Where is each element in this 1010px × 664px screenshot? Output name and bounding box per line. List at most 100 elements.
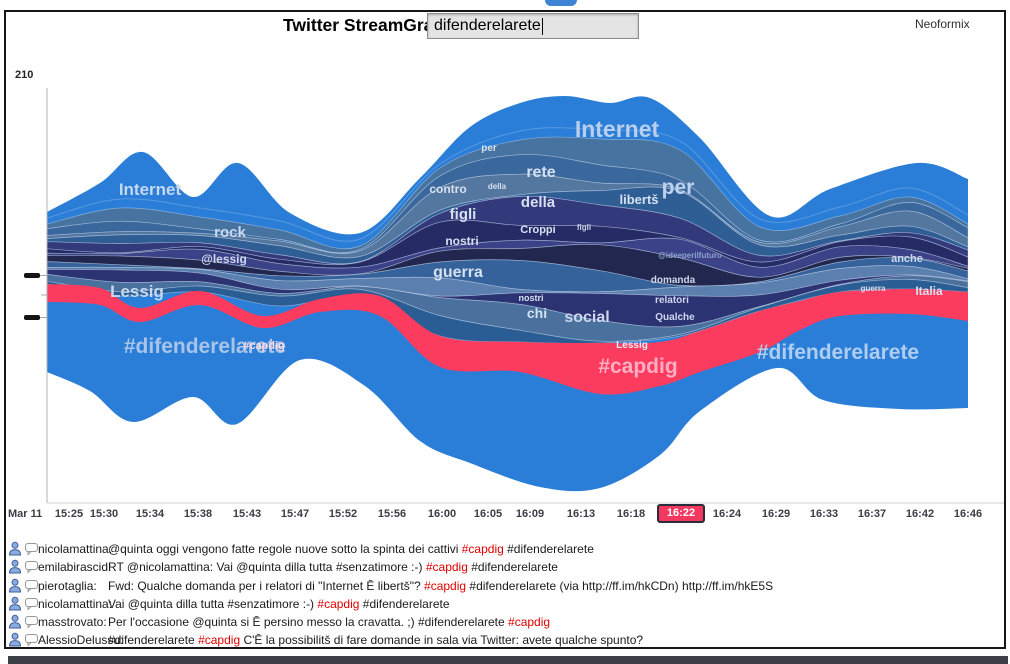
y-axis-marker-line — [40, 275, 47, 276]
x-tick-16:29[interactable]: 16:29 — [761, 508, 791, 520]
tweet-text: #difenderelarete #capdig C'Ē la possibil… — [108, 633, 644, 648]
stream-label: nostri — [518, 293, 543, 303]
y-axis-marker — [24, 273, 40, 278]
tweet-text: Vai @quinta dilla tutta #senzatimore :-)… — [108, 596, 450, 611]
stream-label: relatori — [655, 295, 689, 306]
search-input-value: difenderelarete — [434, 17, 541, 34]
stream-label: Italia — [915, 284, 943, 298]
x-tick-16:37[interactable]: 16:37 — [857, 508, 887, 520]
user-icon — [8, 578, 22, 593]
stream-seam — [46, 127, 969, 242]
hashtag-highlight: #capdig — [317, 596, 360, 611]
hashtag-highlight: #capdig — [424, 578, 467, 593]
x-tick-15:30[interactable]: 15:30 — [89, 508, 119, 520]
x-tick-16:09[interactable]: 16:09 — [515, 508, 545, 520]
hashtag-highlight: #capdig — [425, 560, 468, 575]
tweet-text: @quinta oggi vengono fatte regole nuove … — [108, 542, 594, 556]
tweet-username: AlessioDelussu: — [38, 633, 124, 648]
y-axis-max-label: 210 — [15, 69, 34, 81]
x-tick-16:46[interactable]: 16:46 — [953, 508, 983, 520]
stream-label: guerra — [861, 284, 886, 293]
stream-label: libertš — [619, 192, 658, 207]
tweet-row: AlessioDelussu: #difenderelarete #capdig … — [0, 631, 1004, 649]
tweet-text: Per l'occasione @quinta si Ē persino mes… — [108, 615, 551, 630]
stream-label: domanda — [651, 275, 696, 286]
x-tick-15:34[interactable]: 15:34 — [135, 508, 165, 520]
stream-label: @ideeperilfuturo — [658, 251, 722, 260]
stream-label: Croppi — [520, 224, 555, 236]
stream-label: #capdig — [598, 355, 677, 378]
y-axis-marker — [24, 315, 40, 320]
stream-label: guerra — [433, 264, 483, 281]
tweet-list: nicolamattina: @quinta oggi vengono fatte… — [0, 540, 1004, 650]
hashtag-highlight: #capdig — [461, 542, 504, 556]
y-axis-marker-line — [40, 317, 47, 318]
tweet-row: pierotaglia: Fwd: Qualche domanda per i r… — [0, 577, 1004, 595]
stream-label: #difenderelarete — [757, 341, 919, 364]
speech-bubble-icon — [25, 597, 38, 611]
pink-stream-band — [47, 284, 968, 395]
speech-bubble-icon — [25, 561, 38, 574]
speech-bubble-icon — [25, 616, 38, 629]
brand-label: Neoformix — [915, 17, 970, 31]
x-tick-16:33[interactable]: 16:33 — [809, 508, 839, 520]
x-axis-date-label: Mar 11 — [8, 508, 43, 520]
tweet-row: nicolamattina: Vai @quinta dilla tutta #s… — [0, 595, 1004, 613]
stream-label: Lessig — [616, 340, 648, 351]
x-tick-16:18[interactable]: 16:18 — [616, 508, 646, 520]
stream-label: #difenderelarete — [124, 335, 286, 358]
stream-label: figli — [577, 223, 591, 232]
x-tick-15:43[interactable]: 15:43 — [232, 508, 262, 520]
user-icon — [8, 541, 22, 556]
hashtag-highlight: #capdig — [508, 615, 551, 630]
user-icon — [8, 560, 22, 574]
stream-label: della — [521, 194, 556, 211]
search-input[interactable]: difenderelarete — [427, 13, 639, 39]
speech-bubble-icon — [25, 579, 38, 593]
speech-bubble-icon — [25, 634, 38, 648]
user-icon — [8, 614, 22, 629]
stream-label: rete — [526, 164, 555, 181]
x-tick-16:24[interactable]: 16:24 — [712, 508, 742, 520]
tweet-username: pierotaglia: — [38, 578, 97, 593]
stream-label: Internet — [119, 180, 182, 199]
streamgraph-canvas[interactable]: Internet rock @lessig Lessig #difenderelaret… — [0, 0, 1010, 540]
tweet-text: RT @nicolamattina: Vai @quinta dilla tut… — [108, 560, 558, 575]
x-tick-16:13[interactable]: 16:13 — [566, 508, 596, 520]
x-tick-16:42[interactable]: 16:42 — [905, 508, 935, 520]
x-tick-15:38[interactable]: 15:38 — [183, 508, 213, 520]
hashtag-highlight: #capdig — [198, 633, 241, 648]
x-tick-16:00[interactable]: 16:00 — [427, 508, 457, 520]
tweet-username: emilabirascid: — [38, 560, 112, 575]
tweet-row: masstrovato: Per l'occasione @quinta si Ē… — [0, 613, 1004, 631]
stream-label: della — [488, 182, 507, 191]
tweet-row: nicolamattina: @quinta oggi vengono fatte… — [0, 540, 1004, 558]
stream-label: nostri — [445, 234, 478, 248]
tweet-username: nicolamattina: — [38, 596, 113, 611]
stream-label: Lessig — [110, 282, 164, 301]
stream-label: Qualche — [655, 312, 695, 323]
x-tick-16:05[interactable]: 16:05 — [473, 508, 503, 520]
x-tick-15:25[interactable]: 15:25 — [54, 508, 84, 520]
user-icon — [8, 633, 22, 647]
x-tick-15:47[interactable]: 15:47 — [280, 508, 310, 520]
stream-label: chi — [527, 305, 547, 321]
tweet-text: Fwd: Qualche domanda per i relatori di "… — [108, 578, 774, 593]
bottom-edge-bar — [8, 656, 1008, 664]
stream-label: figli — [450, 206, 477, 223]
tweet-username: nicolamattina: — [38, 542, 113, 556]
tweet-username: masstrovato: — [38, 615, 107, 630]
selected-time-badge[interactable]: 16:22 — [657, 504, 705, 523]
stream-label: social — [564, 309, 609, 326]
applet-logo-fragment — [545, 0, 577, 6]
user-icon — [8, 596, 22, 611]
stream-label: anche — [891, 253, 923, 265]
x-tick-15:52[interactable]: 15:52 — [328, 508, 358, 520]
text-caret — [541, 17, 544, 35]
stream-label: #capdig — [243, 340, 285, 352]
x-tick-15:56[interactable]: 15:56 — [377, 508, 407, 520]
stream-label: per — [481, 143, 497, 154]
x-axis: 15:25 15:30 15:34 15:38 15:43 15:47 15:52 15:56… — [0, 508, 1010, 528]
stream-label: rock — [214, 224, 246, 241]
